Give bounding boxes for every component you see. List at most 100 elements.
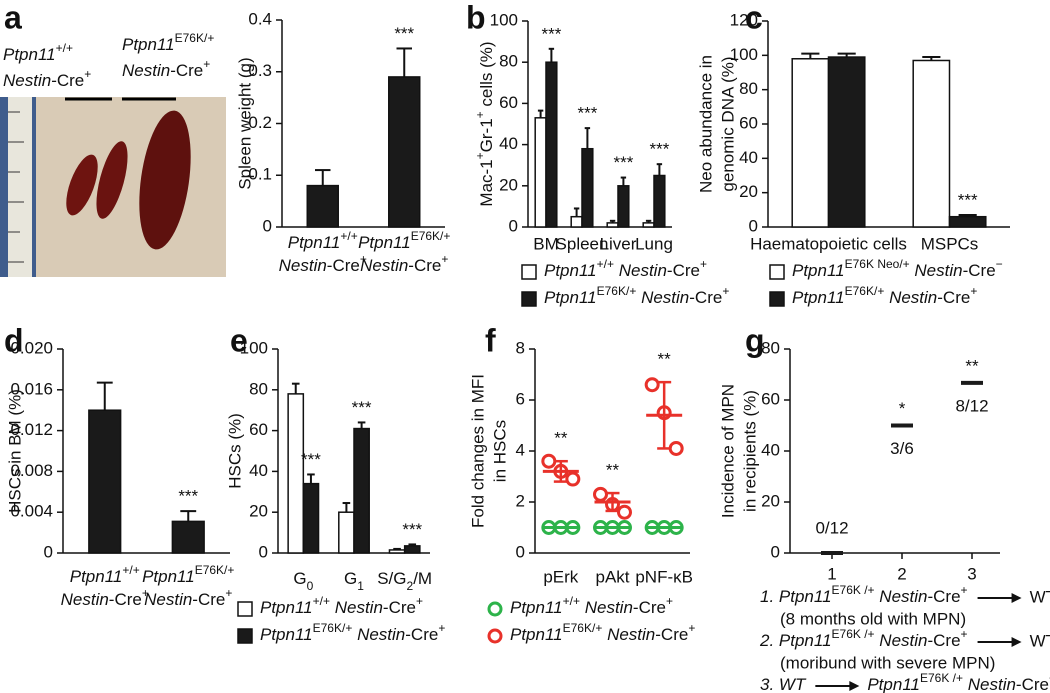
legend-label-part: -Cre xyxy=(937,288,970,307)
x-tick-label: pAkt xyxy=(595,567,629,586)
y-tick-label: 20 xyxy=(739,182,758,201)
legend-label-part: Ptpn11 xyxy=(544,261,597,280)
x-tick-label: pErk xyxy=(543,567,578,586)
y-tick-label: 0.012 xyxy=(10,420,53,439)
bar xyxy=(388,76,421,228)
note: 2. Ptpn11E76K /+ Nestin-Cre+ xyxy=(759,627,968,650)
significance: ** xyxy=(606,461,620,480)
x-tick-label-part: Nestin xyxy=(360,256,408,275)
legend-label-part: E76K/+ xyxy=(563,621,603,635)
note-part: 3. WT xyxy=(760,675,807,693)
note: 1. Ptpn11E76K /+ Nestin-Cre+ xyxy=(760,583,968,606)
ratio-label: 3/6 xyxy=(890,439,914,458)
legend-label-part: + xyxy=(416,594,423,608)
note-part: 2. xyxy=(759,631,779,650)
significance: ** xyxy=(965,356,979,375)
photo-label: Ptpn11+/+ xyxy=(3,41,73,64)
x-tick-label-part: + xyxy=(142,586,149,600)
significance: *** xyxy=(649,140,669,159)
y-tick-label: 40 xyxy=(249,461,268,480)
bar xyxy=(791,58,830,228)
legend-label-part: Nestin xyxy=(641,288,689,307)
legend-label: Ptpn11E76K/+ Nestin-Cre+ xyxy=(544,284,729,307)
bar xyxy=(403,545,421,554)
y-axis-label: in recipients (%) xyxy=(740,390,759,512)
y-axis-label: Neo abundance in xyxy=(696,55,715,193)
bar xyxy=(171,520,205,554)
legend-label-part: -Cre xyxy=(689,288,722,307)
ratio-label: 8/12 xyxy=(955,396,988,415)
note-part: Nestin xyxy=(879,587,927,606)
y-tick-label: 0 xyxy=(516,542,525,561)
photo-label-part: + xyxy=(203,57,210,71)
x-tick-label-part: + xyxy=(441,252,448,266)
legend-marker xyxy=(521,264,537,280)
legend-label-part: Ptpn11 xyxy=(792,288,845,307)
y-tick-label: 80 xyxy=(499,52,518,71)
photo-label-part: +/+ xyxy=(56,41,73,55)
x-tick-label: Ptpn11E76K/+ xyxy=(142,563,234,586)
bar xyxy=(338,511,355,554)
note: WT xyxy=(1030,631,1050,650)
legend-label-part: + xyxy=(722,284,729,298)
note-part: Ptpn11 xyxy=(779,631,832,650)
y-tick-label: 0 xyxy=(749,216,758,235)
panel-letter: b xyxy=(466,0,486,35)
y-axis-label: HSCs in BM (%) xyxy=(5,389,24,513)
y-tick-label: 0.3 xyxy=(248,61,272,80)
bar xyxy=(827,56,866,228)
legend-label-part: +/+ xyxy=(597,257,614,271)
bar xyxy=(306,184,339,228)
x-tick-label: Haematopoietic cells xyxy=(750,234,907,253)
y-tick-label: 40 xyxy=(761,440,780,459)
bar xyxy=(287,393,305,554)
y-axis-label-part: + xyxy=(473,111,487,118)
y-tick-label: 0.2 xyxy=(248,113,272,132)
note: WT xyxy=(1030,587,1050,606)
legend-label-part: E76K/+ xyxy=(845,284,885,298)
legend-label-part: -Cre xyxy=(667,261,700,280)
legend-label-part: -Cre xyxy=(405,625,438,644)
point xyxy=(668,440,684,456)
note-part: 1. xyxy=(760,587,779,606)
x-tick-label: G0 xyxy=(293,569,313,593)
legend-label-part: -Cre xyxy=(633,598,666,617)
significance: * xyxy=(899,399,906,418)
y-tick-label: 0.004 xyxy=(10,502,53,521)
photo-label-part: E76K/+ xyxy=(175,31,215,45)
note-part: Ptpn11 xyxy=(779,587,832,606)
arrowhead xyxy=(1011,593,1022,603)
legend-marker xyxy=(487,628,503,644)
panel-letter: g xyxy=(745,322,765,358)
legend-label: Ptpn11E76K/+ Nestin-Cre+ xyxy=(792,284,977,307)
bar xyxy=(948,215,987,228)
x-tick-label-part: -Cre xyxy=(192,590,225,609)
x-tick-label-part: +/+ xyxy=(122,563,139,577)
y-tick-label: 20 xyxy=(499,175,518,194)
note: (moribund with severe MPN) xyxy=(780,653,995,672)
bar xyxy=(88,409,122,554)
x-tick-label-part: + xyxy=(225,586,232,600)
y-tick-label: 40 xyxy=(739,148,758,167)
note: Ptpn11E76K /+ Nestin-Cre+ xyxy=(867,671,1050,693)
significance: *** xyxy=(958,190,978,209)
legend-marker xyxy=(769,264,785,280)
photo-label: Nestin-Cre+ xyxy=(3,67,91,90)
x-tick-label-part: -Cre xyxy=(408,256,441,275)
photo-label-part: -Cre xyxy=(51,71,84,90)
x-tick-label: Nestin-Cre+ xyxy=(61,586,149,609)
legend-marker xyxy=(237,601,253,617)
x-tick-label-part: G xyxy=(344,569,357,588)
bar xyxy=(606,222,619,228)
y-tick-label: 0.016 xyxy=(10,379,53,398)
x-tick-label-part: +/+ xyxy=(340,229,357,243)
x-tick-label-part: Nestin xyxy=(279,256,327,275)
y-tick-label: 60 xyxy=(499,93,518,112)
y-tick-label: 0 xyxy=(259,542,268,561)
legend-label-part: Nestin xyxy=(607,625,655,644)
legend-label-part: Ptpn11 xyxy=(544,288,597,307)
legend-marker xyxy=(237,628,253,644)
x-tick-label-part: Ptpn11 xyxy=(70,567,123,586)
photo-label: Ptpn11E76K/+ xyxy=(122,31,214,54)
